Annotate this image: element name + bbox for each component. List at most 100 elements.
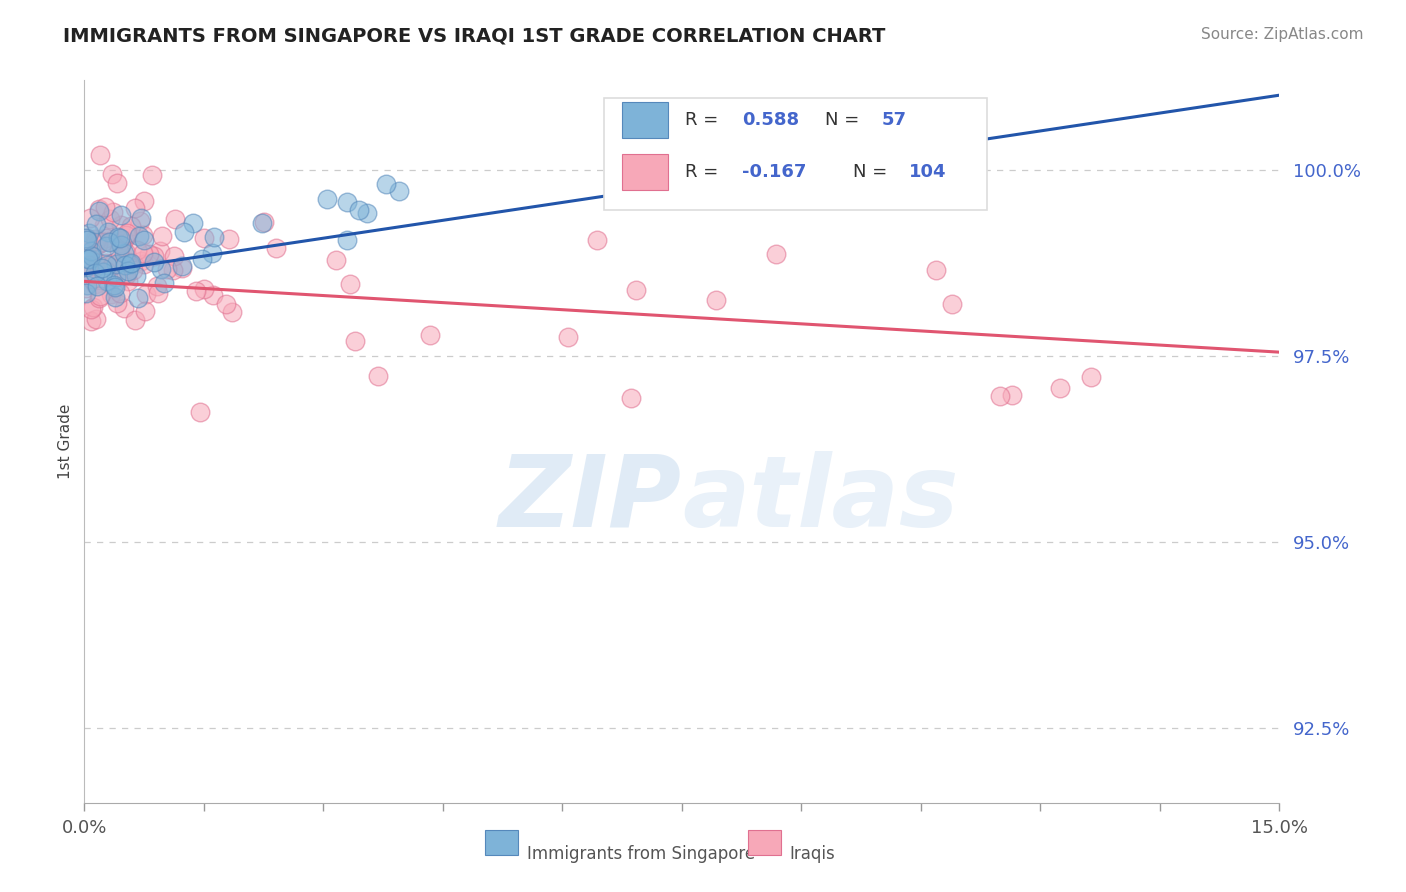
Point bbox=[367, 369, 389, 384]
Point bbox=[704, 293, 727, 307]
Point bbox=[134, 303, 156, 318]
Point bbox=[75, 281, 97, 295]
Point bbox=[193, 282, 215, 296]
Point bbox=[132, 227, 155, 242]
Point bbox=[89, 203, 111, 218]
Point bbox=[150, 229, 173, 244]
Point bbox=[117, 264, 139, 278]
Text: N =: N = bbox=[825, 111, 865, 128]
Point bbox=[325, 253, 347, 268]
Point bbox=[86, 256, 108, 270]
Text: Source: ZipAtlas.com: Source: ZipAtlas.com bbox=[1201, 27, 1364, 42]
Text: R =: R = bbox=[686, 111, 724, 128]
Point bbox=[107, 229, 129, 244]
Point bbox=[165, 211, 187, 226]
Point bbox=[156, 262, 179, 277]
Text: atlas: atlas bbox=[682, 450, 959, 548]
Text: Iraqis: Iraqis bbox=[790, 845, 835, 863]
Point bbox=[253, 214, 276, 228]
Point bbox=[96, 230, 118, 244]
Text: 0.588: 0.588 bbox=[742, 111, 799, 128]
Point bbox=[190, 252, 212, 266]
Point bbox=[129, 211, 152, 225]
Point bbox=[84, 312, 107, 326]
Point bbox=[100, 287, 122, 301]
Point bbox=[100, 211, 122, 226]
Point bbox=[75, 244, 97, 259]
Point bbox=[127, 291, 149, 305]
Point bbox=[114, 258, 136, 272]
Point bbox=[585, 233, 607, 247]
FancyBboxPatch shape bbox=[605, 98, 987, 211]
Point bbox=[118, 254, 141, 268]
Text: 57: 57 bbox=[882, 111, 907, 128]
Point bbox=[264, 241, 287, 255]
Point bbox=[86, 238, 108, 252]
Point bbox=[108, 244, 131, 258]
Point bbox=[114, 227, 136, 242]
Point bbox=[347, 203, 370, 218]
Point bbox=[103, 256, 125, 270]
Text: N =: N = bbox=[853, 163, 893, 181]
Point bbox=[121, 262, 143, 277]
Point bbox=[82, 272, 104, 286]
Point bbox=[557, 329, 579, 343]
Point bbox=[91, 264, 114, 278]
Point bbox=[82, 249, 104, 263]
Point bbox=[89, 148, 111, 162]
Point bbox=[105, 258, 128, 272]
Point bbox=[79, 211, 101, 226]
Point bbox=[97, 225, 120, 239]
Text: Immigrants from Singapore: Immigrants from Singapore bbox=[527, 845, 755, 863]
Point bbox=[925, 262, 948, 277]
Text: -0.167: -0.167 bbox=[742, 163, 806, 181]
Point bbox=[103, 280, 125, 294]
Point bbox=[765, 247, 787, 261]
Point bbox=[114, 268, 136, 283]
Point bbox=[86, 260, 108, 275]
Bar bbox=[485, 830, 519, 855]
Point bbox=[98, 235, 121, 250]
Point bbox=[143, 249, 166, 263]
Point bbox=[110, 219, 132, 233]
Bar bbox=[748, 830, 782, 855]
Point bbox=[93, 218, 115, 232]
Point bbox=[128, 228, 150, 243]
Point bbox=[112, 246, 135, 260]
Point bbox=[115, 227, 138, 241]
Point bbox=[149, 244, 172, 259]
Point bbox=[153, 276, 176, 290]
Point bbox=[112, 301, 135, 315]
Point bbox=[101, 258, 124, 272]
Point bbox=[94, 264, 117, 278]
Point bbox=[79, 252, 101, 266]
Point bbox=[315, 193, 337, 207]
Point bbox=[111, 237, 134, 252]
Point bbox=[110, 238, 132, 252]
Point bbox=[218, 232, 240, 246]
Point bbox=[103, 277, 125, 292]
Point bbox=[1049, 381, 1071, 395]
Point bbox=[419, 328, 441, 343]
Point bbox=[1001, 388, 1024, 402]
Point bbox=[108, 285, 131, 300]
Bar bbox=[623, 102, 668, 137]
Point bbox=[108, 235, 131, 250]
Point bbox=[115, 229, 138, 244]
Point bbox=[84, 217, 107, 231]
Point bbox=[128, 214, 150, 228]
Point bbox=[96, 259, 118, 273]
Point bbox=[76, 230, 98, 244]
Point bbox=[146, 279, 169, 293]
Point bbox=[134, 194, 156, 209]
Point bbox=[87, 237, 110, 252]
Text: IMMIGRANTS FROM SINGAPORE VS IRAQI 1ST GRADE CORRELATION CHART: IMMIGRANTS FROM SINGAPORE VS IRAQI 1ST G… bbox=[63, 27, 886, 45]
Point bbox=[115, 246, 138, 260]
Point bbox=[339, 277, 361, 291]
Point bbox=[84, 277, 107, 292]
Point bbox=[101, 167, 124, 181]
Point bbox=[188, 405, 211, 419]
Point bbox=[215, 297, 238, 311]
Point bbox=[941, 296, 963, 310]
Point bbox=[112, 268, 135, 283]
